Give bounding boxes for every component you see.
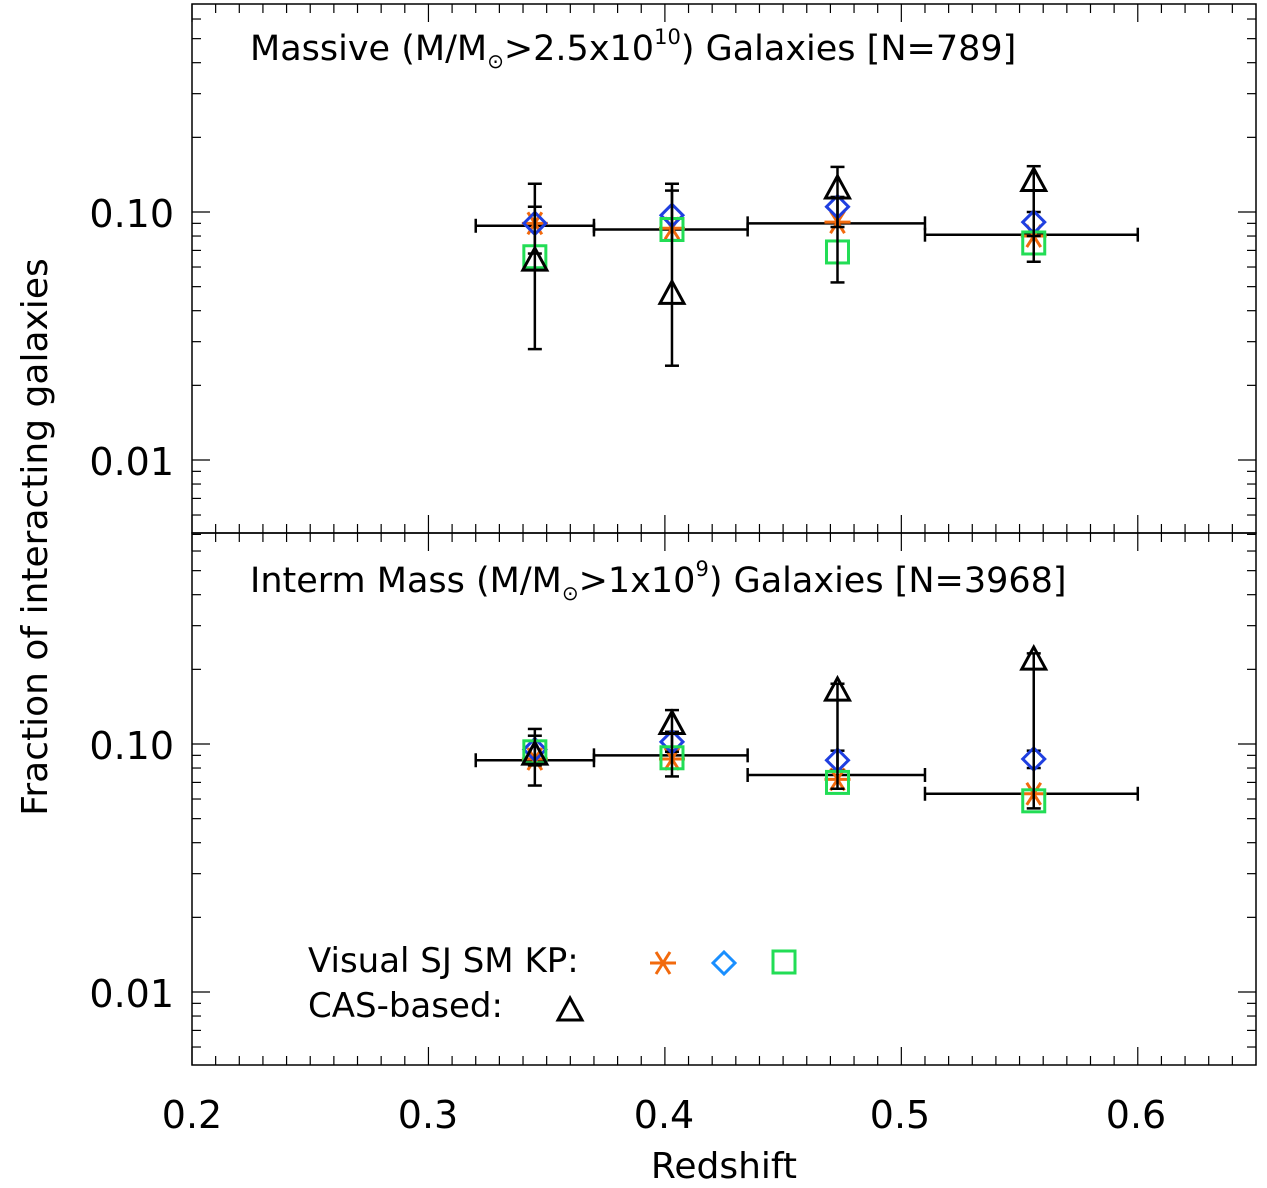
top-y-ticks (192, 18, 1256, 516)
bottom-triangle-point-0 (520, 739, 550, 766)
bottom-series-triangle (520, 643, 1049, 810)
bottom-ytick-label-0.01: 0.01 (89, 972, 174, 1016)
y-axis-label: Fraction of interacting galaxies (15, 258, 56, 815)
top-series-diamond (521, 189, 1047, 255)
legend-asterisk-marker (650, 951, 676, 975)
bottom-series-square (522, 739, 1047, 814)
legend-triangle-marker (555, 994, 585, 1022)
plot-layer (191, 3, 1257, 1066)
legend-cas-label: CAS-based: (308, 986, 503, 1026)
top-panel-title: Massive (M/M⊙>2.5x1010) Galaxies [N=789] (250, 25, 1016, 73)
xtick-label-0.3: 0.3 (398, 1093, 458, 1137)
top-plot-frame (191, 3, 1257, 534)
legend-diamond-marker (710, 949, 738, 977)
bottom-y-ticks (192, 533, 1256, 1048)
xtick-label-0.4: 0.4 (634, 1093, 694, 1137)
top-ytick-label-0.10: 0.10 (89, 192, 174, 236)
bottom-panel (191, 532, 1257, 1066)
bottom-x-ticks (191, 533, 1233, 1065)
top-ytick-label-0.01: 0.01 (89, 440, 174, 484)
bottom-ytick-label-0.10: 0.10 (89, 724, 174, 768)
legend-markers (555, 949, 797, 1022)
legend-square-marker (771, 949, 797, 975)
top-x-ticks (191, 4, 1233, 533)
xtick-label-0.5: 0.5 (870, 1093, 930, 1137)
top-series-square (522, 217, 1047, 270)
bottom-triangle-point-1 (657, 708, 687, 735)
top-triangle-point-1 (657, 278, 687, 305)
top-triangle-point-0 (520, 244, 550, 272)
bottom-series-diamond (521, 728, 1047, 774)
top-triangle-point-2 (822, 172, 853, 200)
xtick-label-0.6: 0.6 (1106, 1093, 1166, 1137)
top-triangle-point-3 (1019, 165, 1049, 192)
bottom-panel-title: Interm Mass (M/M⊙>1x109) Galaxies [N=396… (250, 557, 1067, 605)
bottom-triangle-point-2 (822, 674, 853, 702)
xtick-label-0.2: 0.2 (162, 1093, 222, 1137)
bottom-triangle-point-3 (1019, 643, 1049, 671)
legend-visual-label: Visual SJ SM KP: (308, 941, 579, 981)
x-axis-label: Redshift (651, 1146, 797, 1187)
top-series-triangle (520, 164, 1049, 367)
top-panel (191, 3, 1257, 534)
